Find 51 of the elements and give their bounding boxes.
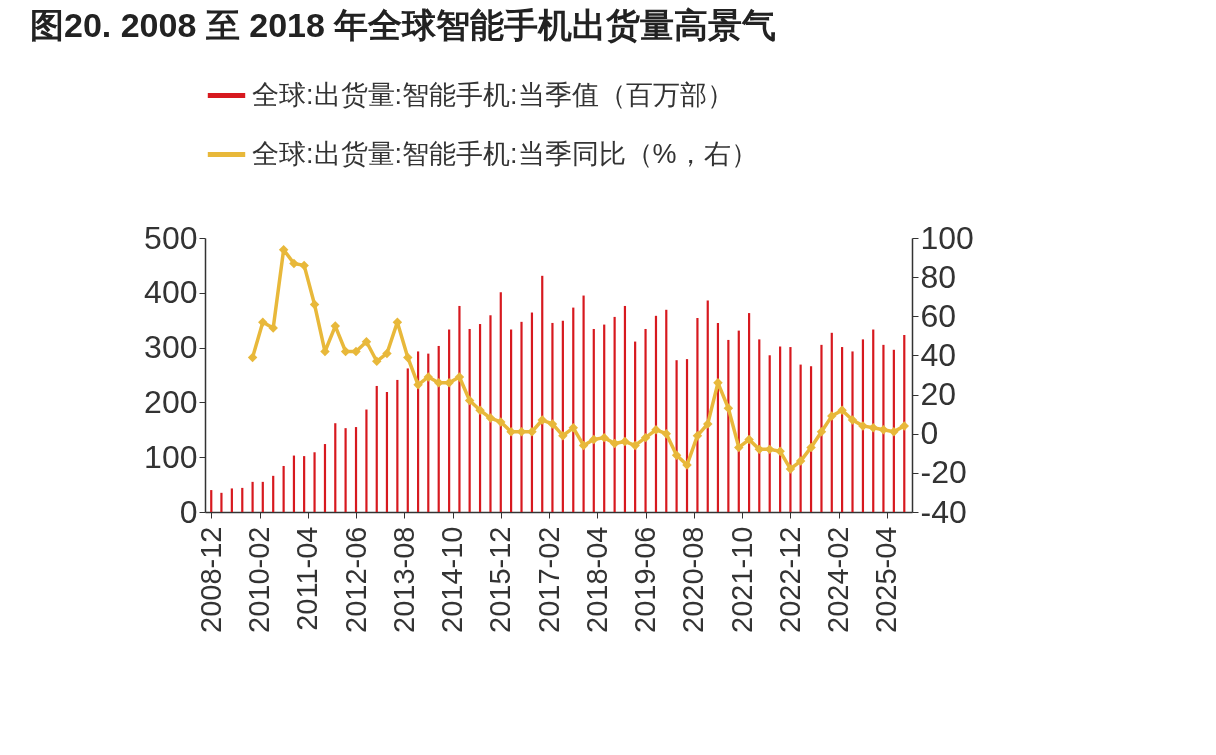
y-tick-label: 400 (144, 274, 198, 311)
bar (520, 321, 523, 512)
bar (272, 475, 275, 512)
bar (303, 456, 306, 512)
x-tick-label: 2011-04 (291, 526, 324, 631)
bar (375, 385, 378, 512)
bar (230, 488, 233, 512)
x-tick-label: 2018-04 (580, 526, 613, 633)
x-tick-label: 2021-10 (725, 526, 758, 633)
bar (323, 444, 327, 512)
bar (251, 481, 254, 512)
x-tick-label: 2014-10 (436, 526, 469, 633)
bar (406, 368, 409, 512)
x-tick-label: 2020-08 (677, 526, 710, 633)
bar (210, 490, 213, 512)
bar (313, 452, 316, 512)
y2-tick-label: 60 (920, 297, 957, 334)
bar (292, 455, 296, 512)
x-tick-label: 2025-04 (870, 526, 903, 633)
bar (385, 391, 389, 512)
x-tick-label: 2015-12 (484, 526, 517, 633)
bar (261, 481, 264, 512)
y2-tick-label: -20 (920, 454, 967, 491)
legend-label: 全球:出货量:智能手机:当季同比（%，右） (252, 138, 758, 169)
y2-tick-label: 40 (920, 336, 957, 373)
bar (396, 379, 399, 512)
x-tick-label: 2012-06 (339, 526, 372, 633)
x-tick-label: 2010-02 (243, 526, 276, 633)
bar (282, 465, 285, 512)
bar (365, 409, 368, 512)
x-tick-label: 2022-12 (773, 526, 806, 633)
bar (344, 428, 347, 512)
y2-tick-label: 80 (920, 258, 957, 295)
x-tick-label: 2024-02 (822, 526, 855, 633)
x-tick-label: 2013-08 (387, 526, 420, 633)
chart-title: 图20. 2008 至 2018 年全球智能手机出货量高景气 (30, 6, 777, 44)
bar (220, 492, 223, 512)
y2-tick-label: -40 (920, 493, 967, 530)
y2-tick-label: 0 (920, 415, 939, 452)
legend-label: 全球:出货量:智能手机:当季值（百万部） (252, 79, 734, 110)
x-tick-label: 2019-06 (629, 526, 662, 633)
y2-tick-label: 100 (920, 219, 974, 256)
bar (354, 427, 358, 512)
x-tick-label: 2017-02 (532, 526, 565, 633)
bar (334, 423, 337, 512)
y-tick-label: 200 (144, 383, 198, 420)
y-tick-label: 300 (144, 329, 198, 366)
bar (241, 487, 244, 512)
y-tick-label: 100 (144, 438, 198, 475)
y2-tick-label: 20 (920, 376, 957, 413)
y-tick-label: 500 (144, 219, 198, 256)
